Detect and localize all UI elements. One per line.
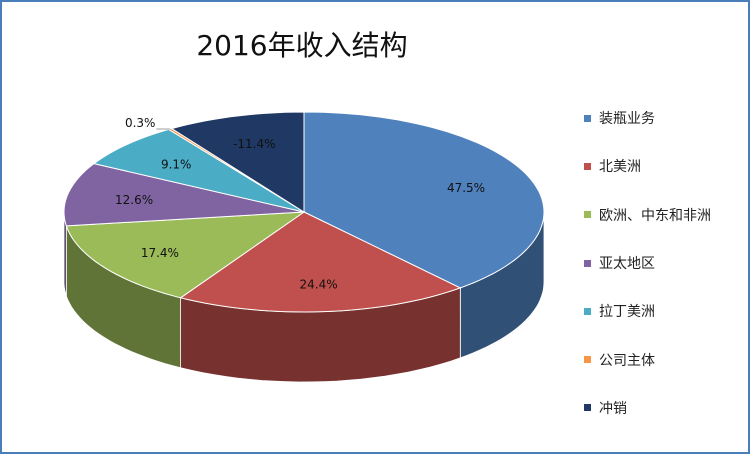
legend-item-0: 装瓶业务 — [584, 94, 711, 142]
legend-label: 冲销 — [599, 400, 627, 417]
legend-label: 北美洲 — [599, 159, 641, 176]
legend-swatch — [584, 211, 591, 219]
legend-label: 亚太地区 — [599, 256, 655, 273]
pie-data-label-0: 47.5% — [447, 181, 485, 195]
legend-item-5: 公司主体 — [584, 335, 711, 383]
pie-data-label-6: -11.4% — [233, 137, 275, 151]
legend-label: 欧洲、中东和非洲 — [599, 207, 711, 224]
pie-slice-0 — [303, 111, 545, 289]
pie-slice-3 — [63, 163, 305, 227]
legend-swatch — [584, 404, 591, 412]
legend: 装瓶业务北美洲欧洲、中东和非洲 亚太地区拉丁美洲公司主体冲销 — [584, 94, 711, 432]
legend-label: 拉丁美洲 — [599, 304, 655, 321]
legend-item-6: 冲销 — [584, 384, 711, 432]
legend-item-4: 拉丁美洲 — [584, 287, 711, 335]
legend-swatch — [584, 259, 591, 267]
legend-label: 装瓶业务 — [599, 111, 655, 128]
pie-labels: 47.5% 24.4% 17.4% 12.6% 9.1% 0.3% -11.4% — [115, 116, 485, 292]
pie-tops — [63, 111, 545, 313]
pie-slice-2 — [65, 211, 306, 299]
legend-swatch — [584, 114, 591, 122]
pie-sides — [63, 211, 545, 383]
legend-item-1: 北美洲 — [584, 142, 711, 190]
pie-data-label-3: 12.6% — [115, 193, 153, 207]
pie-data-label-1: 24.4% — [300, 278, 338, 292]
pie-slice-1 — [179, 211, 462, 313]
pie-data-label-5: 0.3% — [125, 116, 156, 130]
pie-slice-4 — [92, 128, 305, 213]
legend-item-3: 亚太地区 — [584, 239, 711, 287]
pie-data-label-4: 9.1% — [161, 158, 192, 172]
legend-swatch — [584, 162, 591, 170]
chart-title: 2016年收入结构 — [196, 29, 408, 62]
pie-slice-6 — [170, 111, 305, 213]
legend-item-2: 欧洲、中东和非洲 — [584, 191, 711, 239]
legend-swatch — [584, 307, 591, 315]
pie-data-label-2: 17.4% — [141, 246, 179, 260]
legend-label: 公司主体 — [599, 352, 655, 369]
legend-swatch — [584, 356, 591, 364]
